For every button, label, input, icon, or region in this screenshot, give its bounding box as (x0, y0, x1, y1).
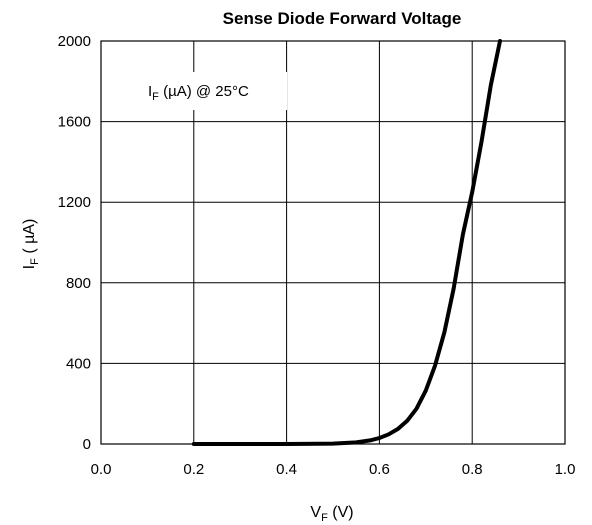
y-tick-label: 400 (66, 355, 91, 372)
y-tick-label: 2000 (58, 33, 91, 50)
y-tick-labels: 0 400 800 1200 1600 2000 (58, 33, 91, 453)
annotation-label: IF (µA) @ 25°C (148, 83, 249, 103)
x-tick-label: 0.2 (183, 461, 204, 478)
x-tick-labels: 0.0 0.2 0.4 0.6 0.8 1.0 (91, 461, 576, 478)
chart-title: Sense Diode Forward Voltage (223, 9, 462, 28)
x-tick-label: 0.0 (91, 461, 112, 478)
y-tick-label: 0 (83, 436, 91, 453)
y-tick-label: 1600 (58, 114, 91, 131)
y-axis-label: IF ( µA) (21, 219, 41, 270)
x-tick-label: 0.6 (369, 461, 390, 478)
x-axis-label: VF (V) (310, 504, 353, 524)
annotation-box (132, 72, 287, 110)
x-tick-label: 0.8 (462, 461, 483, 478)
y-tick-label: 800 (66, 275, 91, 292)
x-tick-label: 1.0 (555, 461, 576, 478)
series-line (191, 39, 502, 446)
y-tick-label: 1200 (58, 194, 91, 211)
x-tick-label: 0.4 (276, 461, 297, 478)
